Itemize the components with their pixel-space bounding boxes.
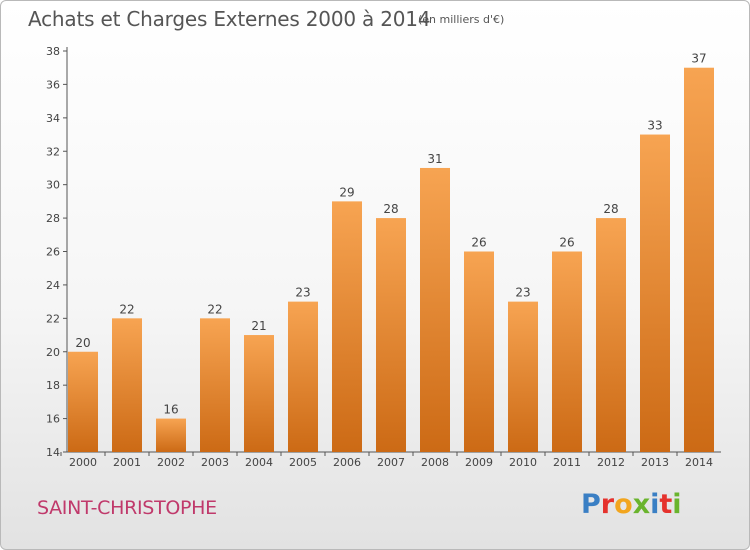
logo-letter: i bbox=[672, 489, 682, 520]
logo-letter: x bbox=[632, 489, 651, 520]
bar bbox=[244, 335, 274, 452]
y-tick-label: 32 bbox=[46, 145, 60, 158]
x-tick-label: 2007 bbox=[377, 456, 405, 469]
bar bbox=[288, 301, 318, 452]
bar-value-label: 26 bbox=[471, 236, 486, 250]
logo-letter: o bbox=[614, 489, 633, 520]
chart-title: Achats et Charges Externes 2000 à 2014 bbox=[28, 7, 431, 31]
x-tick-label: 2006 bbox=[333, 456, 361, 469]
bar bbox=[200, 318, 230, 452]
bar bbox=[684, 67, 714, 452]
bar-value-label: 26 bbox=[559, 236, 574, 250]
x-tick-label: 2013 bbox=[641, 456, 669, 469]
bar-value-label: 22 bbox=[207, 302, 222, 316]
bar bbox=[640, 134, 670, 452]
x-tick-label: 2014 bbox=[685, 456, 713, 469]
logo-letter: r bbox=[600, 489, 615, 520]
bar bbox=[156, 418, 186, 452]
bar-value-label: 28 bbox=[383, 202, 398, 216]
x-tick-label: 2005 bbox=[289, 456, 317, 469]
x-tick-label: 2004 bbox=[245, 456, 273, 469]
bar-value-label: 23 bbox=[515, 286, 530, 300]
bar bbox=[332, 201, 362, 452]
x-tick-label: 2008 bbox=[421, 456, 449, 469]
y-tick-label: 16 bbox=[46, 413, 60, 426]
x-tick-label: 2001 bbox=[113, 456, 141, 469]
bar-value-label: 21 bbox=[251, 319, 266, 333]
bar bbox=[596, 218, 626, 452]
bar bbox=[112, 318, 142, 452]
bar-value-label: 33 bbox=[647, 119, 662, 133]
y-tick-label: 18 bbox=[46, 379, 60, 392]
bar-value-label: 37 bbox=[691, 52, 706, 66]
y-tick-label: 14 bbox=[46, 446, 60, 459]
x-tick-label: 2009 bbox=[465, 456, 493, 469]
bar bbox=[464, 251, 494, 452]
bar-value-label: 22 bbox=[119, 302, 134, 316]
proxiti-logo[interactable]: Proxiti bbox=[581, 489, 682, 520]
x-tick-label: 2011 bbox=[553, 456, 581, 469]
y-tick-label: 26 bbox=[46, 246, 60, 259]
y-tick-label: 28 bbox=[46, 212, 60, 225]
bar-value-label: 28 bbox=[603, 202, 618, 216]
bar-value-label: 20 bbox=[75, 336, 90, 350]
bar-value-label: 16 bbox=[163, 403, 178, 417]
y-tick-label: 20 bbox=[46, 346, 60, 359]
y-tick-label: 34 bbox=[46, 112, 60, 125]
city-name: SAINT-CHRISTOPHE bbox=[37, 497, 217, 519]
chart-unit: (en milliers d'€) bbox=[418, 13, 505, 26]
bar-value-label: 23 bbox=[295, 286, 310, 300]
bar bbox=[68, 351, 98, 452]
bar bbox=[552, 251, 582, 452]
logo-letter: P bbox=[581, 489, 601, 520]
bar bbox=[376, 218, 406, 452]
x-tick-label: 2003 bbox=[201, 456, 229, 469]
y-tick-label: 30 bbox=[46, 179, 60, 192]
logo-letter: t bbox=[659, 489, 673, 520]
y-tick-label: 24 bbox=[46, 279, 60, 292]
bar bbox=[508, 301, 538, 452]
bar-value-label: 29 bbox=[339, 185, 354, 199]
logo-letter: i bbox=[650, 489, 660, 520]
y-tick-label: 22 bbox=[46, 312, 60, 325]
bar bbox=[420, 167, 450, 453]
bar-value-label: 31 bbox=[427, 152, 442, 166]
x-tick-label: 2000 bbox=[69, 456, 97, 469]
y-tick-label: 36 bbox=[46, 78, 60, 91]
x-tick-label: 2012 bbox=[597, 456, 625, 469]
y-tick-label: 38 bbox=[46, 45, 60, 58]
x-tick-label: 2010 bbox=[509, 456, 537, 469]
x-tick-label: 2002 bbox=[157, 456, 185, 469]
